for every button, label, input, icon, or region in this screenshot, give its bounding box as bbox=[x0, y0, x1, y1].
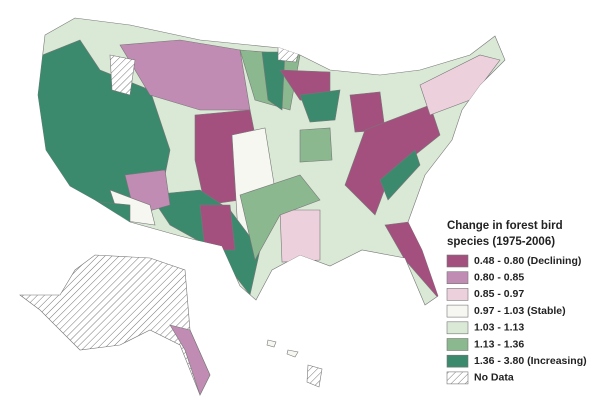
legend: Change in forest bird species (1975-2006… bbox=[446, 220, 587, 385]
legend-label: 1.36 - 3.80 (Increasing) bbox=[474, 355, 587, 367]
contiguous-us bbox=[37, 17, 506, 306]
legend-swatch bbox=[446, 254, 469, 268]
alaska bbox=[19, 254, 211, 396]
legend-label: 0.97 - 1.03 (Stable) bbox=[474, 305, 566, 317]
legend-swatch bbox=[446, 371, 469, 385]
legend-swatch bbox=[446, 338, 469, 351]
legend-label: 0.80 - 0.85 bbox=[474, 271, 524, 283]
legend-label: 0.85 - 0.97 bbox=[474, 288, 524, 300]
legend-title: species (1975-2006) bbox=[447, 236, 555, 248]
legend-swatch bbox=[446, 288, 469, 301]
legend-swatch bbox=[446, 321, 469, 335]
legend-swatch bbox=[446, 304, 469, 318]
legend-label: 0.48 - 0.80 (Declining) bbox=[474, 255, 581, 267]
legend-swatch bbox=[446, 271, 469, 285]
legend-label: 1.13 - 1.36 bbox=[474, 338, 524, 350]
legend-label: No Data bbox=[474, 372, 514, 384]
legend-label: 1.03 - 1.13 bbox=[474, 322, 524, 334]
legend-swatch bbox=[446, 354, 469, 368]
hawaii bbox=[266, 339, 323, 388]
legend-title: Change in forest bird bbox=[447, 220, 563, 232]
